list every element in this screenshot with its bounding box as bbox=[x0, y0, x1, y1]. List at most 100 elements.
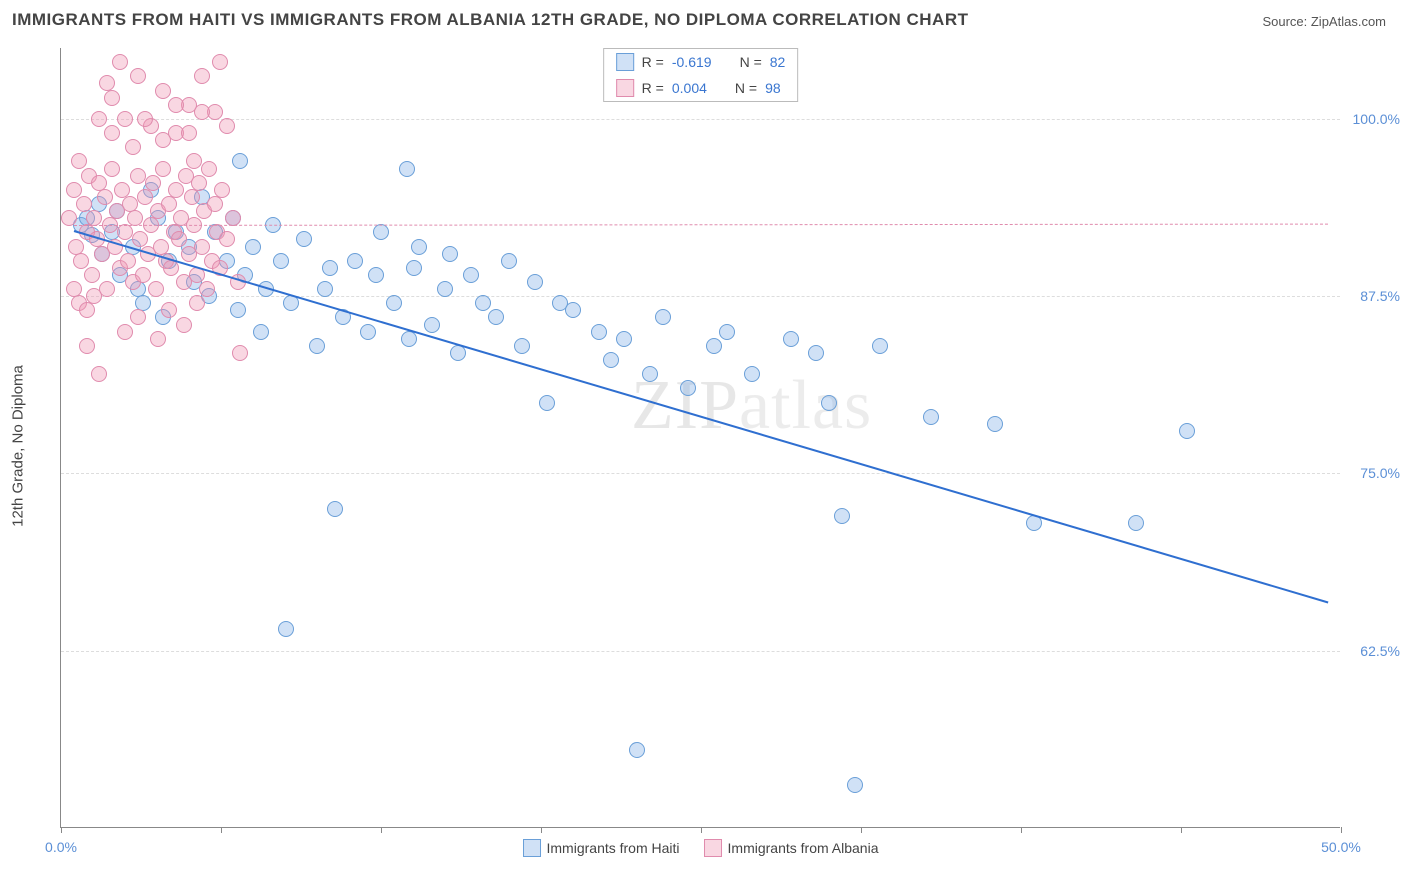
data-point bbox=[161, 196, 177, 212]
data-point bbox=[706, 338, 722, 354]
data-point bbox=[117, 111, 133, 127]
legend-row: R =0.004N =98 bbox=[604, 75, 798, 101]
data-point bbox=[155, 83, 171, 99]
data-point bbox=[181, 125, 197, 141]
y-axis-label: 12th Grade, No Diploma bbox=[10, 365, 27, 527]
data-point bbox=[847, 777, 863, 793]
data-point bbox=[872, 338, 888, 354]
data-point bbox=[176, 317, 192, 333]
data-point bbox=[155, 161, 171, 177]
data-point bbox=[137, 189, 153, 205]
x-tick bbox=[1341, 827, 1342, 833]
data-point bbox=[565, 302, 581, 318]
legend-swatch bbox=[616, 53, 634, 71]
data-point bbox=[194, 68, 210, 84]
data-point bbox=[475, 295, 491, 311]
data-point bbox=[386, 295, 402, 311]
r-value: -0.619 bbox=[672, 54, 712, 70]
data-point bbox=[61, 210, 77, 226]
data-point bbox=[923, 409, 939, 425]
data-point bbox=[1128, 515, 1144, 531]
series-legend: Immigrants from HaitiImmigrants from Alb… bbox=[523, 839, 879, 857]
legend-row: R =-0.619N =82 bbox=[604, 49, 798, 75]
series-legend-item: Immigrants from Haiti bbox=[523, 839, 680, 857]
data-point bbox=[368, 267, 384, 283]
data-point bbox=[148, 281, 164, 297]
x-tick-label: 50.0% bbox=[1321, 839, 1361, 855]
data-point bbox=[207, 196, 223, 212]
data-point bbox=[273, 253, 289, 269]
data-point bbox=[808, 345, 824, 361]
data-point bbox=[463, 267, 479, 283]
x-tick bbox=[541, 827, 542, 833]
data-point bbox=[130, 68, 146, 84]
data-point bbox=[317, 281, 333, 297]
legend-swatch bbox=[616, 79, 634, 97]
data-point bbox=[84, 267, 100, 283]
data-point bbox=[253, 324, 269, 340]
data-point bbox=[91, 366, 107, 382]
x-tick bbox=[701, 827, 702, 833]
data-point bbox=[488, 309, 504, 325]
y-tick-label: 87.5% bbox=[1345, 288, 1400, 304]
data-point bbox=[184, 189, 200, 205]
data-point bbox=[278, 621, 294, 637]
data-point bbox=[442, 246, 458, 262]
data-point bbox=[327, 501, 343, 517]
series-name: Immigrants from Haiti bbox=[547, 840, 680, 856]
data-point bbox=[360, 324, 376, 340]
x-tick bbox=[221, 827, 222, 833]
legend-swatch bbox=[704, 839, 722, 857]
data-point bbox=[214, 182, 230, 198]
data-point bbox=[135, 267, 151, 283]
data-point bbox=[212, 54, 228, 70]
r-label: R = bbox=[642, 80, 664, 96]
data-point bbox=[783, 331, 799, 347]
data-point bbox=[821, 395, 837, 411]
data-point bbox=[120, 253, 136, 269]
y-tick-label: 75.0% bbox=[1345, 465, 1400, 481]
data-point bbox=[125, 139, 141, 155]
data-point bbox=[655, 309, 671, 325]
y-tick-label: 100.0% bbox=[1345, 111, 1400, 127]
data-point bbox=[232, 153, 248, 169]
data-point bbox=[168, 182, 184, 198]
data-point bbox=[73, 253, 89, 269]
data-point bbox=[424, 317, 440, 333]
data-point bbox=[104, 90, 120, 106]
data-point bbox=[171, 231, 187, 247]
source-label: Source: ZipAtlas.com bbox=[1262, 14, 1386, 29]
data-point bbox=[539, 395, 555, 411]
data-point bbox=[527, 274, 543, 290]
data-point bbox=[168, 97, 184, 113]
data-point bbox=[411, 239, 427, 255]
data-point bbox=[130, 168, 146, 184]
data-point bbox=[112, 54, 128, 70]
x-tick bbox=[381, 827, 382, 833]
n-label: N = bbox=[735, 80, 757, 96]
data-point bbox=[1179, 423, 1195, 439]
data-point bbox=[642, 366, 658, 382]
data-point bbox=[245, 239, 261, 255]
data-point bbox=[347, 253, 363, 269]
data-point bbox=[130, 309, 146, 325]
data-point bbox=[201, 161, 217, 177]
data-point bbox=[191, 175, 207, 191]
data-point bbox=[309, 338, 325, 354]
data-point bbox=[219, 231, 235, 247]
regression-line bbox=[74, 230, 1329, 603]
data-point bbox=[97, 189, 113, 205]
data-point bbox=[199, 281, 215, 297]
data-point bbox=[104, 161, 120, 177]
x-tick bbox=[61, 827, 62, 833]
data-point bbox=[603, 352, 619, 368]
data-point bbox=[616, 331, 632, 347]
gridline bbox=[61, 473, 1340, 474]
data-point bbox=[137, 111, 153, 127]
n-label: N = bbox=[740, 54, 762, 70]
data-point bbox=[373, 224, 389, 240]
data-point bbox=[194, 239, 210, 255]
chart-title: IMMIGRANTS FROM HAITI VS IMMIGRANTS FROM… bbox=[12, 10, 968, 30]
data-point bbox=[86, 288, 102, 304]
legend-swatch bbox=[523, 839, 541, 857]
